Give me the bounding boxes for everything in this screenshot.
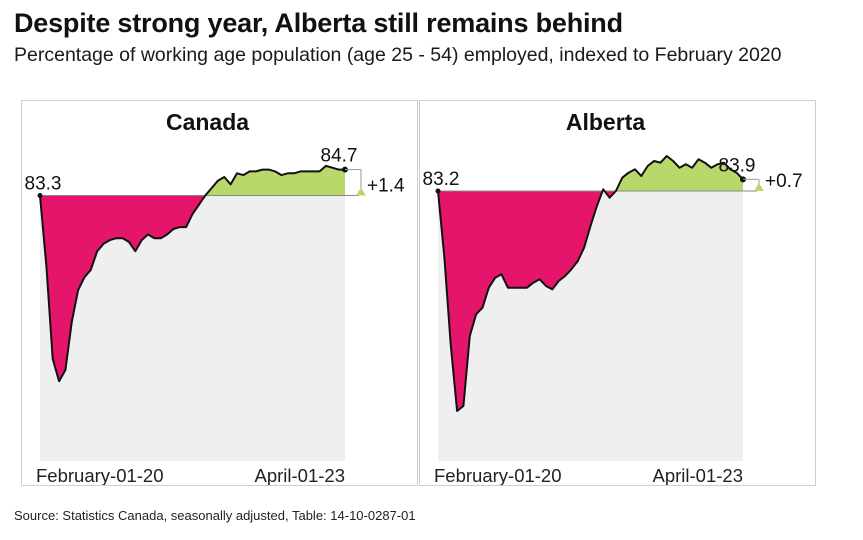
- area-below-baseline: [40, 195, 345, 382]
- source-note: Source: Statistics Canada, seasonally ad…: [14, 508, 416, 523]
- change-label: +0.7: [765, 171, 803, 192]
- chart-title: Canada: [166, 109, 249, 135]
- x-tick-label-start: February-01-20: [434, 465, 562, 485]
- area-below-baseline: [438, 191, 743, 411]
- page-title: Despite strong year, Alberta still remai…: [14, 8, 623, 38]
- change-arrow: [754, 183, 764, 191]
- series-line: [39, 164, 345, 383]
- chart-title: Alberta: [566, 109, 645, 135]
- change-arrow: [356, 187, 366, 196]
- chart-alberta: +0.7 Alberta 83.2 83.9 February-01-20 April-0…: [423, 109, 803, 485]
- series-line: [437, 155, 744, 412]
- page-subtitle: Percentage of working age population (ag…: [14, 44, 782, 66]
- end-value-label: 83.9: [719, 155, 756, 176]
- change-label: +1.4: [367, 176, 405, 197]
- x-tick-label-end: April-01-23: [255, 465, 346, 485]
- area-above-baseline: [438, 156, 743, 191]
- area-above-baseline: [205, 165, 345, 196]
- start-point: [37, 193, 43, 199]
- x-tick-label-end: April-01-23: [653, 465, 744, 485]
- start-point: [435, 188, 441, 194]
- x-tick-label-start: February-01-20: [36, 465, 164, 485]
- start-value-label: 83.3: [25, 174, 62, 195]
- chart-panel-canada: +1.4 Canada 83.3 84.7 February-01-20 April-01…: [21, 100, 418, 486]
- start-value-label: 83.2: [423, 169, 460, 190]
- chart-canada: +1.4 Canada 83.3 84.7 February-01-20 April-01…: [25, 109, 405, 485]
- end-value-label: 84.7: [321, 146, 358, 167]
- chart-panel-alberta: +0.7 Alberta 83.2 83.9 February-01-20 April-0…: [419, 100, 816, 486]
